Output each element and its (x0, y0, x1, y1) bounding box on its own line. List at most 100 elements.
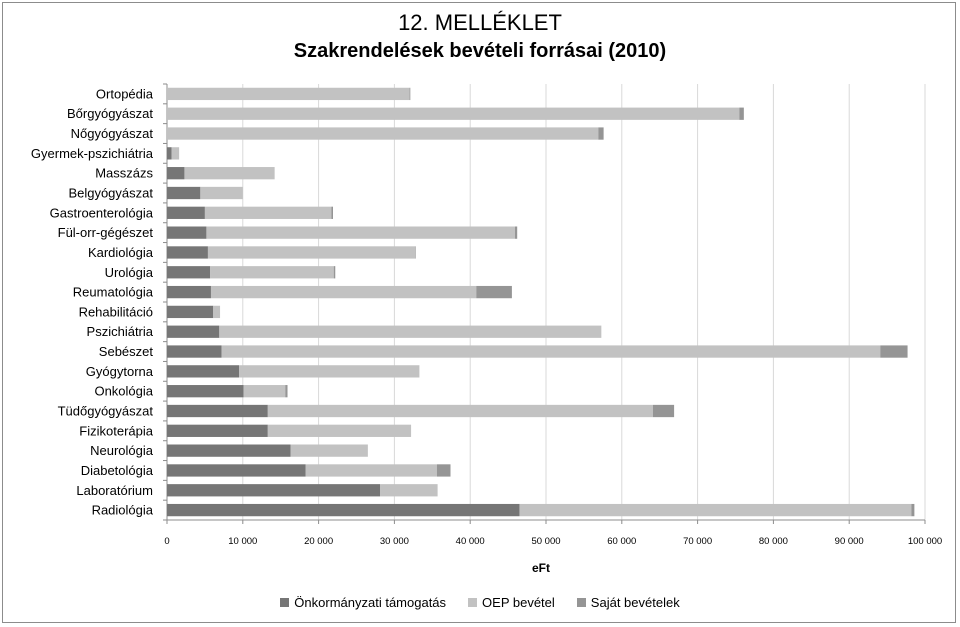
category-label: Onkológia (94, 384, 153, 399)
category-label: Reumatológia (73, 285, 154, 300)
bar-segment-1 (167, 186, 201, 200)
category-label: Rehabilitáció (79, 304, 153, 319)
bar-segment-2 (219, 325, 602, 338)
bar-segment-2 (171, 147, 180, 160)
category-label: Nőgyógyászat (71, 126, 154, 141)
category-label: Belgyógyászat (68, 186, 153, 201)
bar-segment-2 (267, 424, 412, 437)
bar-segment-3 (652, 404, 675, 418)
legend-item-sajat: Saját bevételek (576, 595, 680, 610)
bar-segment-1 (167, 385, 244, 398)
x-tick-label: 40 000 (456, 536, 485, 547)
x-tick-label: 70 000 (683, 536, 712, 547)
legend-item-onkormanyzati: Önkormányzati támogatás (280, 595, 446, 610)
bar-segment-2 (167, 107, 740, 120)
bar-segment-3 (331, 206, 334, 219)
category-label: Neurológia (90, 443, 154, 458)
category-label: Fizikoterápia (79, 423, 153, 438)
category-label: Gyógytorna (86, 364, 154, 379)
bar-segment-3 (409, 87, 411, 101)
bar-segment-1 (167, 503, 520, 517)
bar-segment-2 (305, 464, 437, 477)
bar-segment-1 (167, 305, 214, 319)
category-label: Laboratórium (76, 483, 153, 498)
bar-segment-2 (290, 444, 368, 457)
legend-label-oep: OEP bevétel (482, 595, 555, 610)
bar-segment-2 (184, 167, 275, 180)
bar-segment-3 (911, 503, 915, 517)
bar-segment-2 (167, 127, 599, 140)
bar-segment-2 (213, 305, 221, 319)
category-label: Masszázs (95, 166, 153, 181)
legend-swatch-onkormanyzati (280, 598, 290, 607)
category-label: Gyermek-pszichiátria (31, 146, 154, 161)
bar-segment-2 (204, 206, 332, 219)
bar-segment-1 (167, 345, 222, 358)
bar-segment-2 (207, 246, 415, 259)
category-label: Bőrgyógyászat (67, 106, 153, 121)
bar-segment-3 (285, 385, 288, 398)
legend-label-onkormanyzati: Önkormányzati támogatás (294, 595, 447, 610)
chart-subtitle: Szakrendelések bevételi forrásai (2010) (293, 40, 667, 62)
bar-segment-2 (210, 266, 334, 279)
bar-segment-1 (167, 246, 208, 259)
bar-segment-3 (333, 266, 336, 279)
bar-segment-1 (167, 444, 291, 457)
category-label: Ortopédia (96, 86, 154, 101)
x-tick-label: 60 000 (607, 536, 636, 547)
legend-item-oep: OEP bevétel (468, 595, 555, 610)
chart-legend: Önkormányzati támogatás OEP bevétel Sajá… (0, 595, 960, 610)
bar-segment-3 (514, 226, 518, 239)
bar-segment-1 (167, 424, 268, 437)
x-axis-title: eFt (532, 561, 550, 575)
bar-segment-1 (167, 464, 306, 477)
category-label: Diabetológia (81, 463, 154, 478)
x-tick-label: 90 000 (835, 536, 864, 547)
bar-segment-1 (167, 484, 380, 497)
x-tick-label: 20 000 (304, 536, 333, 547)
bar-segment-2 (379, 484, 438, 497)
category-label: Radiológia (92, 503, 154, 518)
category-label: Fül-orr-gégészet (58, 225, 154, 240)
x-tick-label: 0 (164, 536, 169, 547)
x-tick-label: 80 000 (759, 536, 788, 547)
legend-swatch-oep (468, 598, 478, 607)
category-label: Pszichiátria (87, 324, 154, 339)
x-tick-label: 100 000 (908, 536, 942, 547)
bar-segment-2 (239, 365, 420, 378)
x-tick-label: 30 000 (380, 536, 409, 547)
category-label: Tüdőgyógyászat (58, 404, 154, 419)
bar-segment-2 (167, 87, 410, 101)
legend-label-sajat: Saját bevételek (590, 595, 680, 610)
category-label: Urológia (105, 265, 154, 280)
bar-segment-2 (206, 226, 515, 239)
bar-segment-2 (267, 404, 653, 418)
bar-segment-2 (519, 503, 912, 517)
bar-segment-3 (414, 246, 416, 259)
bar-segment-3 (739, 107, 744, 120)
bar-segment-3 (476, 285, 512, 299)
bar-segment-1 (167, 404, 268, 418)
bar-segment-1 (167, 226, 207, 239)
bar-segment-3 (598, 127, 604, 140)
bar-segment-1 (167, 147, 172, 160)
x-tick-label: 50 000 (531, 536, 560, 547)
bar-segment-2 (243, 385, 286, 398)
x-tick-label: 10 000 (228, 536, 257, 547)
bar-segment-1 (167, 325, 220, 338)
bar-segment-1 (167, 285, 211, 299)
bar-segment-1 (167, 266, 211, 279)
chart-title: 12. MELLÉKLET (398, 10, 562, 35)
bar-segment-3 (880, 345, 908, 358)
bar-segment-1 (167, 206, 205, 219)
legend-swatch-sajat (576, 598, 586, 607)
category-label: Sebészet (99, 344, 154, 359)
bar-segment-1 (167, 167, 185, 180)
category-label: Kardiológia (88, 245, 154, 260)
bar-segment-3 (436, 464, 451, 477)
category-label: Gastroenterológia (50, 205, 154, 220)
bar-segment-2 (210, 285, 477, 299)
bar-segment-1 (167, 365, 240, 378)
bar-segment-2 (200, 186, 243, 200)
